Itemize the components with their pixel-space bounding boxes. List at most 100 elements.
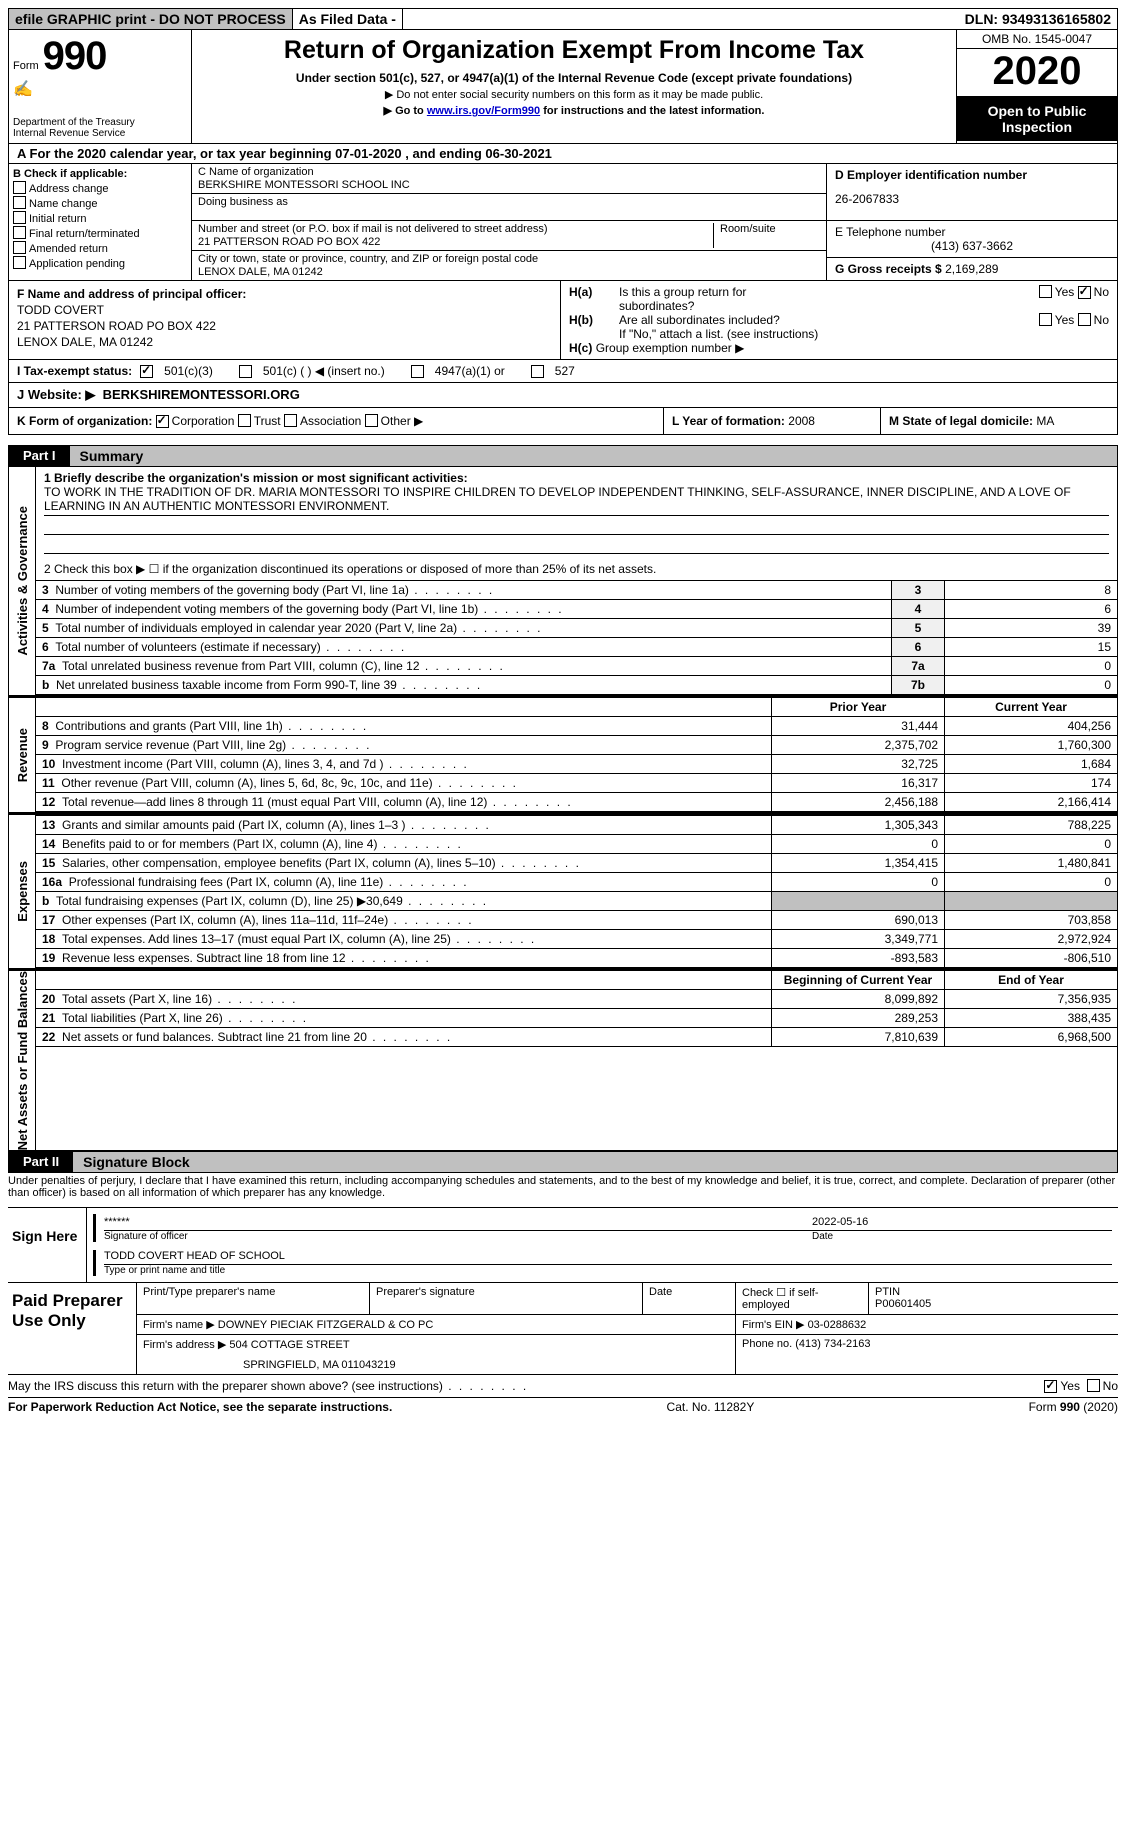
tax-year: 2020 <box>957 49 1117 97</box>
table-row: 19 Revenue less expenses. Subtract line … <box>36 949 1117 968</box>
chk-initial-return[interactable] <box>13 211 26 224</box>
hc-label: Group exemption number ▶ <box>596 341 745 355</box>
chk-address-change[interactable] <box>13 181 26 194</box>
org-name: BERKSHIRE MONTESSORI SCHOOL INC <box>198 179 820 191</box>
dba-label: Doing business as <box>198 196 288 208</box>
vlabel-governance: Activities & Governance <box>15 506 30 656</box>
table-row: 17 Other expenses (Part IX, column (A), … <box>36 911 1117 930</box>
revenue-table: Prior YearCurrent Year 8 Contributions a… <box>36 698 1117 812</box>
dln: DLN: 93493136165802 <box>403 9 1117 29</box>
table-row: b Total fundraising expenses (Part IX, c… <box>36 892 1117 911</box>
vlabel-net-assets: Net Assets or Fund Balances <box>15 971 30 1150</box>
h-note: If "No," attach a list. (see instruction… <box>569 327 1109 341</box>
state-domicile: MA <box>1036 414 1054 428</box>
table-row: 9 Program service revenue (Part VIII, li… <box>36 736 1117 755</box>
discuss-no[interactable] <box>1087 1379 1100 1392</box>
city: LENOX DALE, MA 01242 <box>198 266 820 278</box>
firm-phone: (413) 734-2163 <box>795 1338 870 1350</box>
telephone: (413) 637-3662 <box>835 239 1109 253</box>
table-row: 5 Total number of individuals employed i… <box>36 619 1117 638</box>
ha-yes[interactable] <box>1039 285 1052 298</box>
firm-name: DOWNEY PIECIAK FITZGERALD & CO PC <box>218 1319 434 1331</box>
table-row: 16a Professional fundraising fees (Part … <box>36 873 1117 892</box>
part-i-header: Part I Summary <box>8 445 1118 467</box>
org-name-label: C Name of organization <box>198 166 314 178</box>
chk-application-pending[interactable] <box>13 256 26 269</box>
officer-printed-name: TODD COVERT HEAD OF SCHOOL <box>104 1250 1112 1265</box>
top-bar: efile GRAPHIC print - DO NOT PROCESS As … <box>8 8 1118 30</box>
entity-block: B Check if applicable: Address change Na… <box>8 164 1118 281</box>
instructions-link[interactable]: www.irs.gov/Form990 <box>427 105 540 117</box>
governance-section: Activities & Governance 1 Briefly descri… <box>8 467 1118 696</box>
table-row: 10 Investment income (Part VIII, column … <box>36 755 1117 774</box>
discuss-yes[interactable] <box>1044 1380 1057 1393</box>
ein-label: D Employer identification number <box>835 168 1027 182</box>
form-number: 990 <box>43 34 107 79</box>
table-row: 12 Total revenue—add lines 8 through 11 … <box>36 793 1117 812</box>
street: 21 PATTERSON ROAD PO BOX 422 <box>198 236 707 248</box>
form-header: Form 990 ✍ Department of the Treasury In… <box>8 30 1118 144</box>
officer-addr1: 21 PATTERSON ROAD PO BOX 422 <box>17 319 552 333</box>
chk-final-return[interactable] <box>13 226 26 239</box>
form-title: Return of Organization Exempt From Incom… <box>200 36 948 65</box>
chk-other[interactable] <box>365 414 378 427</box>
revenue-section: Revenue Prior YearCurrent Year 8 Contrib… <box>8 696 1118 813</box>
box-h: H(a) Is this a group return forsubordina… <box>561 281 1117 359</box>
ha-no[interactable] <box>1078 286 1091 299</box>
officer-addr2: LENOX DALE, MA 01242 <box>17 335 552 349</box>
table-row: 22 Net assets or fund balances. Subtract… <box>36 1028 1117 1047</box>
department: Department of the Treasury Internal Reve… <box>13 117 187 139</box>
year-of-formation: 2008 <box>788 414 815 428</box>
box-b-title: B Check if applicable: <box>13 168 187 180</box>
chk-amended-return[interactable] <box>13 241 26 254</box>
footer: For Paperwork Reduction Act Notice, see … <box>8 1397 1118 1414</box>
title-block: Return of Organization Exempt From Incom… <box>192 30 957 143</box>
table-row: 13 Grants and similar amounts paid (Part… <box>36 816 1117 835</box>
omb-number: OMB No. 1545-0047 <box>957 30 1117 49</box>
box-d-e-g: D Employer identification number 26-2067… <box>826 164 1117 280</box>
street-label: Number and street (or P.O. box if mail i… <box>198 223 548 235</box>
efile-notice: efile GRAPHIC print - DO NOT PROCESS <box>9 9 293 29</box>
chk-501c[interactable] <box>239 365 252 378</box>
chk-4947[interactable] <box>411 365 424 378</box>
hb-no[interactable] <box>1078 313 1091 326</box>
chk-name-change[interactable] <box>13 196 26 209</box>
table-row: 6 Total number of volunteers (estimate i… <box>36 638 1117 657</box>
table-row: 15 Salaries, other compensation, employe… <box>36 854 1117 873</box>
mission-q: 1 Briefly describe the organization's mi… <box>44 471 1109 485</box>
box-k: K Form of organization: Corporation Trus… <box>9 408 664 434</box>
part-ii-header: Part II Signature Block <box>8 1151 1118 1173</box>
chk-association[interactable] <box>284 414 297 427</box>
sign-here-label: Sign Here <box>8 1208 87 1282</box>
row-a-period: A For the 2020 calendar year, or tax yea… <box>8 144 1118 164</box>
mission-text: TO WORK IN THE TRADITION OF DR. MARIA MO… <box>44 485 1109 516</box>
box-f: F Name and address of principal officer:… <box>9 281 561 359</box>
box-l: L Year of formation: 2008 <box>664 408 881 434</box>
chk-trust[interactable] <box>238 414 251 427</box>
form-id-block: Form 990 ✍ Department of the Treasury In… <box>9 30 192 143</box>
row-i-tax-status: I Tax-exempt status: 501(c)(3) 501(c) ( … <box>8 360 1118 383</box>
governance-table: 3 Number of voting members of the govern… <box>36 580 1117 695</box>
box-c: C Name of organization BERKSHIRE MONTESS… <box>192 164 826 280</box>
form-prefix: Form <box>13 60 39 72</box>
expenses-section: Expenses 13 Grants and similar amounts p… <box>8 813 1118 969</box>
table-row: 7a Total unrelated business revenue from… <box>36 657 1117 676</box>
net-assets-section: Net Assets or Fund Balances Beginning of… <box>8 969 1118 1151</box>
row-k-l-m: K Form of organization: Corporation Trus… <box>8 408 1118 435</box>
tel-label: E Telephone number <box>835 225 946 239</box>
chk-corporation[interactable] <box>156 415 169 428</box>
hb-yes[interactable] <box>1039 313 1052 326</box>
form-subtitle: Under section 501(c), 527, or 4947(a)(1)… <box>200 71 948 85</box>
chk-501c3[interactable] <box>140 365 153 378</box>
officer-label: F Name and address of principal officer: <box>17 287 552 301</box>
firm-ein: 03-0288632 <box>808 1319 867 1331</box>
paid-preparer-label: Paid Preparer Use Only <box>8 1283 136 1374</box>
perjury-statement: Under penalties of perjury, I declare th… <box>8 1173 1118 1208</box>
box-m: M State of legal domicile: MA <box>881 408 1117 434</box>
city-label: City or town, state or province, country… <box>198 253 538 265</box>
firm-addr1: 504 COTTAGE STREET <box>229 1339 349 1351</box>
as-filed-label: As Filed Data - <box>293 9 403 29</box>
chk-527[interactable] <box>531 365 544 378</box>
net-assets-table: Beginning of Current YearEnd of Year 20 … <box>36 971 1117 1047</box>
table-row: 14 Benefits paid to or for members (Part… <box>36 835 1117 854</box>
